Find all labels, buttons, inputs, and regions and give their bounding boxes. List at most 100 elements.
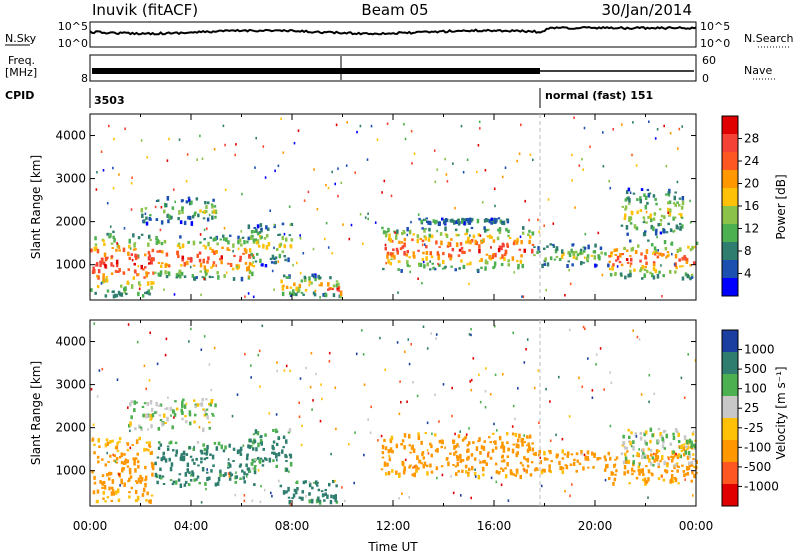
power-cell: [643, 193, 646, 197]
power-cell: [453, 220, 456, 225]
velocity-scatter-cell: [200, 348, 203, 351]
velocity-cell: [212, 464, 215, 468]
velocity-cell: [126, 465, 130, 468]
velocity-cell: [663, 460, 666, 466]
power-cell: [689, 264, 692, 267]
velocity-cell: [672, 450, 675, 454]
power-cell: [254, 238, 257, 242]
velocity-cell: [196, 441, 200, 444]
power-cell: [634, 250, 638, 255]
velocity-cell: [205, 456, 209, 460]
power-cell: [385, 230, 388, 234]
power-cell: [252, 256, 255, 260]
velocity-cell: [324, 489, 327, 492]
velocity-cell: [398, 473, 401, 478]
power-cell: [629, 216, 633, 221]
power-cell: [238, 238, 242, 243]
power-cell: [381, 226, 384, 230]
velocity-cell: [189, 479, 193, 482]
velocity-scatter-cell: [289, 369, 291, 373]
velocity-cell: [186, 462, 190, 468]
power-cell: [308, 280, 311, 284]
velocity-cell: [257, 456, 260, 460]
velocity-cell: [332, 495, 336, 500]
power-scatter-cell: [616, 265, 619, 268]
power-cell: [478, 259, 482, 263]
velocity-cell: [655, 455, 658, 459]
power-cell: [248, 262, 252, 266]
power-cell: [166, 196, 170, 201]
velocity-cell: [157, 426, 161, 431]
power-cell: [679, 265, 682, 268]
power-cell: [226, 247, 229, 251]
power-cell: [382, 267, 385, 271]
velocity-cell: [203, 452, 206, 455]
power-cell: [676, 201, 679, 204]
velocity-cell: [103, 485, 107, 490]
power-cell: [183, 275, 187, 278]
velocity-cell: [166, 445, 170, 448]
velocity-colorbar-label: Velocity [m s⁻¹]: [774, 366, 788, 459]
power-cell: [480, 258, 483, 262]
velocity-cell: [195, 457, 198, 461]
velocity-scatter-cell: [496, 429, 498, 432]
power-cell: [267, 227, 270, 232]
velocity-cell: [564, 464, 567, 467]
velocity-cell: [695, 471, 698, 474]
power-scatter-cell: [484, 169, 487, 172]
power-scatter-cell: [224, 143, 226, 147]
power-cell: [273, 257, 276, 260]
power-scatter-cell: [297, 129, 300, 132]
velocity-cell: [468, 441, 471, 445]
velocity-cell: [150, 407, 154, 412]
power-scatter-cell: [424, 243, 426, 246]
power-cell: [424, 236, 428, 241]
power-cell: [145, 216, 148, 220]
power-scatter-cell: [283, 232, 286, 236]
velocity-cell: [692, 457, 695, 461]
velocity-cell: [91, 470, 94, 474]
power-scatter-cell: [178, 138, 181, 141]
velocity-cell: [139, 426, 143, 429]
power-cell: [651, 273, 654, 278]
velocity-cell: [146, 402, 150, 407]
velocity-cell: [390, 435, 394, 441]
power-cell: [251, 234, 254, 238]
power-cell: [665, 231, 669, 234]
power-cell: [659, 222, 662, 227]
velocity-cell: [409, 464, 412, 467]
velocity-cell: [659, 432, 662, 437]
power-scatter-cell: [672, 230, 675, 233]
velocity-cell: [435, 466, 439, 471]
power-cell: [624, 213, 627, 218]
power-scatter-cell: [224, 188, 227, 192]
power-cell: [498, 227, 502, 232]
velocity-scatter-cell: [194, 478, 197, 481]
power-scatter-cell: [222, 124, 225, 128]
power-cell: [665, 193, 668, 196]
power-cell: [398, 240, 401, 244]
power-cell: [623, 216, 627, 221]
velocity-cell: [628, 482, 631, 485]
power-cell: [303, 275, 307, 280]
power-cell: [469, 240, 472, 245]
power-cell: [401, 232, 404, 236]
power-cell: [544, 257, 547, 262]
power-scatter-cell: [545, 288, 547, 292]
power-cell: [449, 257, 452, 261]
power-cell: [115, 294, 119, 298]
power-cell: [518, 248, 522, 251]
power-scatter-cell: [529, 153, 532, 156]
velocity-scatter-cell: [564, 490, 566, 493]
velocity-cell: [646, 454, 650, 460]
velocity-cell: [383, 438, 386, 442]
power-cell: [440, 240, 443, 246]
velocity-cell: [246, 454, 249, 458]
power-cell: [159, 270, 163, 275]
power-cell: [179, 220, 183, 225]
power-cell: [406, 227, 409, 232]
power-cell: [335, 280, 339, 283]
velocity-cell: [482, 466, 485, 472]
power-cell: [455, 242, 459, 248]
velocity-cell: [629, 441, 632, 446]
